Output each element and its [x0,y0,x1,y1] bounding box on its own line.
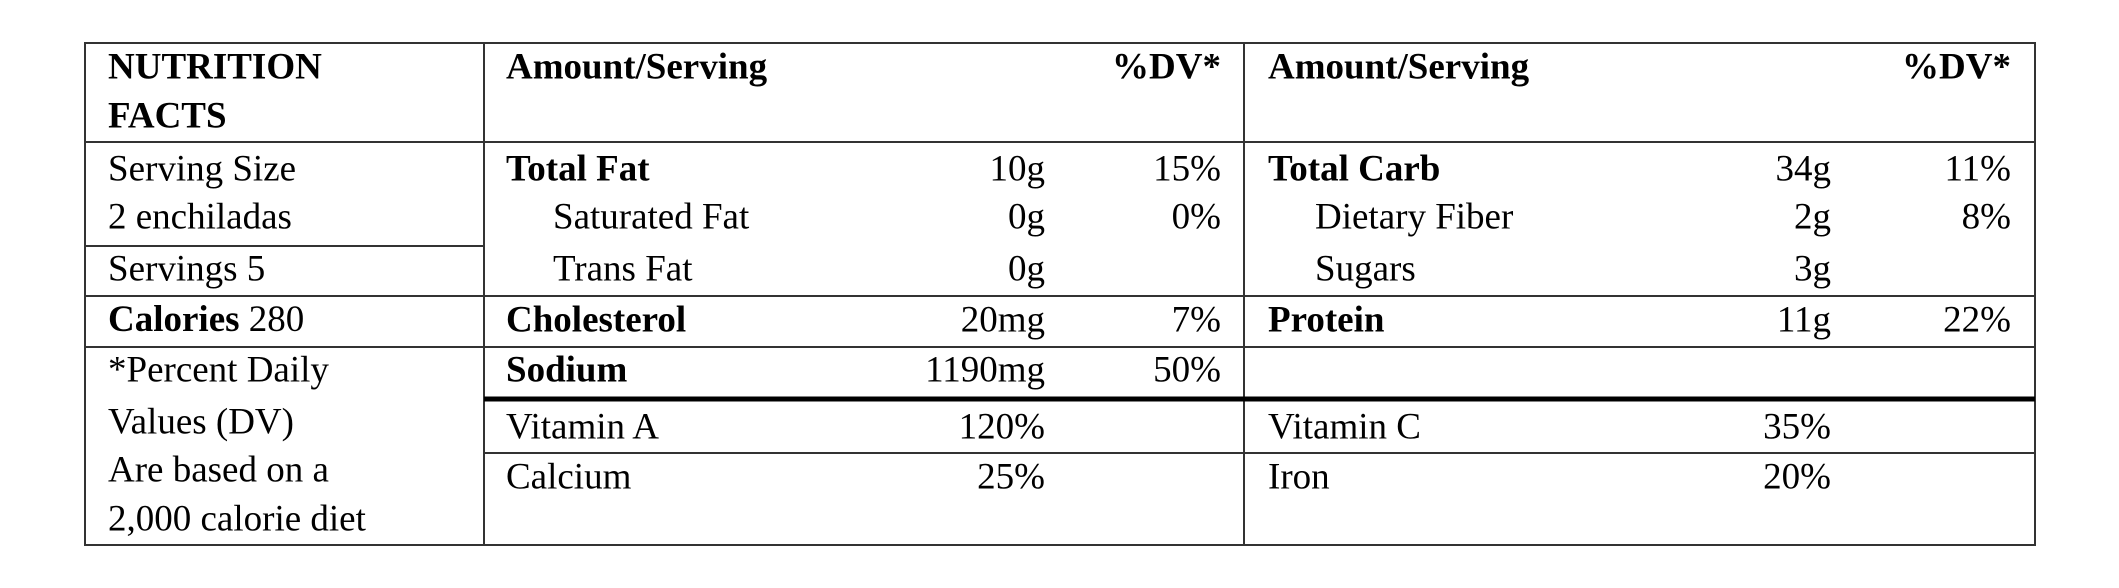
col-header: Amount/Serving [1268,46,1530,87]
vitamin-value: 20% [1763,456,1831,497]
title: FACTS [108,95,227,136]
title: NUTRITION [108,46,322,87]
vitamin-label: Calcium [506,456,632,497]
col-header: %DV* [1902,46,2011,87]
vitamin-value: 35% [1763,406,1831,447]
servings: Servings 5 [108,248,265,289]
nutrient-amount: 3g [1794,248,1831,289]
vitamin-value: 25% [977,456,1045,497]
nutrient-amount: 10g [990,148,1046,189]
nutrient-dv: 8% [1962,196,2011,237]
nutrient-dv: 11% [1945,148,2011,189]
calories-label: Calories [108,299,240,340]
vitamin-label: Iron [1268,456,1330,497]
nutrient-amount: 2g [1794,196,1831,237]
serving-size: 2 enchiladas [108,196,292,237]
table-border [84,42,2036,546]
nutrient-amount: 11g [1777,299,1831,340]
vitamin-label: Vitamin C [1268,406,1421,447]
nutrient-amount: 0g [1008,196,1045,237]
serving-size: Serving Size [108,148,296,189]
nutrient-label: Dietary Fiber [1315,196,1513,237]
col-header: Amount/Serving [506,46,768,87]
nutrient-label: Total Fat [506,148,650,189]
nutrient-dv: 7% [1172,299,1221,340]
nutrient-label: Total Carb [1268,148,1440,189]
nutrient-label: Protein [1268,299,1385,340]
calories: Calories 280 [108,299,304,340]
note: Values (DV) [108,401,294,442]
nutrient-dv: 22% [1943,299,2011,340]
note: *Percent Daily [108,349,329,390]
nutrient-dv: 0% [1172,196,1221,237]
nutrient-amount: 0g [1008,248,1045,289]
nutrient-label: Sugars [1315,248,1416,289]
note: 2,000 calorie diet [108,498,367,539]
calories-value: 280 [249,299,305,340]
vitamin-value: 120% [959,406,1045,447]
nutrient-amount: 20mg [961,299,1045,340]
col-header: %DV* [1112,46,1221,87]
nutrient-dv: 15% [1153,148,1221,189]
nutrient-label: Sodium [506,349,628,390]
nutrient-label: Cholesterol [506,299,686,340]
nutrient-amount: 1190mg [925,349,1045,390]
nutrient-dv: 50% [1153,349,1221,390]
note: Are based on a [108,449,329,490]
nutrient-label: Trans Fat [553,248,693,289]
nutrient-amount: 34g [1776,148,1832,189]
nutrient-label: Saturated Fat [553,196,750,237]
vitamin-label: Vitamin A [506,406,659,447]
